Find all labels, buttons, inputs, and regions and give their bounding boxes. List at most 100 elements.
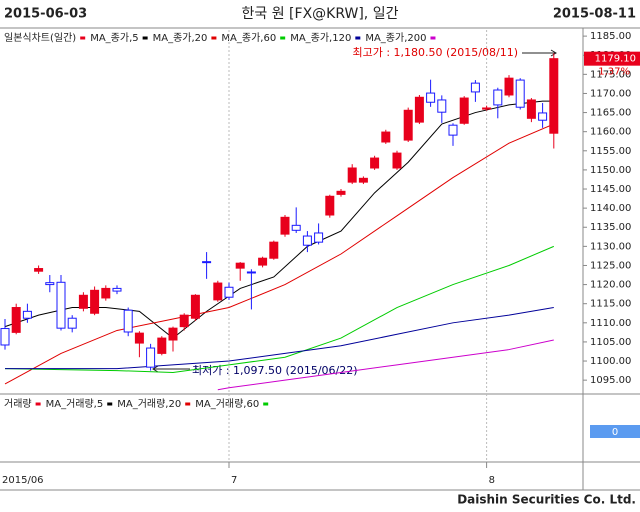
y-tick-label: 1140.00 — [590, 203, 631, 214]
y-tick-label: 1095.00 — [590, 375, 631, 386]
candle-body — [45, 282, 55, 286]
arrowhead — [550, 49, 557, 57]
candle-body — [157, 337, 167, 354]
legend-label: MA_거래량,5 — [46, 398, 104, 410]
y-tick-label: 1100.00 — [590, 356, 631, 367]
y-tick-label: 1145.00 — [590, 184, 631, 195]
legend-label: 일본식차트(일간) — [4, 32, 76, 44]
x-tick-label: 2015/06 — [2, 475, 44, 486]
y-tick-label: 1155.00 — [590, 146, 631, 157]
candle-body — [358, 177, 368, 183]
ma-line — [217, 339, 554, 391]
candle-body — [482, 107, 492, 110]
ma-line — [4, 100, 554, 339]
candle-body — [190, 294, 200, 319]
candle-body — [202, 261, 212, 264]
candle-body — [448, 124, 458, 136]
volume-tick-box — [590, 425, 640, 438]
candle-body — [538, 112, 548, 121]
candle-body — [325, 195, 335, 216]
y-tick-label: 1110.00 — [590, 318, 631, 329]
candle-body — [515, 79, 525, 108]
y-tick-label: 1115.00 — [590, 299, 631, 310]
candle-body — [426, 92, 436, 103]
legend-label: MA_종가,120 — [290, 32, 351, 44]
candle-body — [90, 289, 100, 314]
candle-body — [67, 317, 77, 329]
legend-marker — [107, 402, 113, 406]
end-date: 2015-08-11 — [553, 7, 636, 22]
legend-marker — [35, 402, 41, 406]
candle-body — [493, 89, 503, 106]
y-tick-label: 1175.00 — [590, 69, 631, 80]
legend-label: MA_종가,5 — [90, 32, 138, 44]
y-tick-label: 1125.00 — [590, 260, 631, 271]
legend: 일본식차트(일간) MA_종가,5 MA_종가,20 MA_종가,60 MA_종가,12… — [4, 32, 436, 44]
candle-body — [235, 262, 245, 269]
y-tick-label: 1165.00 — [590, 108, 631, 119]
legend-label: MA_종가,60 — [221, 32, 276, 44]
candle-body — [146, 347, 156, 368]
candle-body — [459, 97, 469, 124]
legend-label: MA_거래량,60 — [195, 398, 259, 410]
candle-body — [112, 287, 122, 292]
footer: Daishin Securities Co. Ltd. — [457, 493, 636, 507]
legend-marker — [211, 36, 217, 40]
low-annotation: 최저가 : 1,097.50 (2015/06/22) — [192, 364, 358, 377]
y-tick-label: 1150.00 — [590, 165, 631, 176]
legend-label: MA_종가,200 — [365, 32, 426, 44]
legend-marker — [280, 36, 286, 40]
price-tag: 1179.10 — [595, 54, 636, 65]
candle-body — [381, 131, 391, 143]
chart-title: 한국 원 [FX@KRW], 일간 — [242, 6, 399, 22]
candle-body — [78, 294, 88, 309]
ma-line — [4, 123, 554, 385]
candle-body — [11, 307, 21, 333]
candle-body — [504, 77, 514, 96]
legend-marker — [185, 402, 191, 406]
ma-line — [4, 245, 554, 374]
volume-legend: 거래량 MA_거래량,5 MA_거래량,20 MA_거래량,60 — [4, 398, 269, 410]
candle-body — [246, 271, 256, 274]
change-label: 1.37% — [598, 67, 630, 78]
candle-body — [213, 282, 223, 301]
candle-body — [437, 99, 447, 113]
price-tag-box — [584, 51, 640, 66]
high-annotation: 최고가 : 1,180.50 (2015/08/11) — [352, 46, 518, 59]
candle-body — [314, 232, 324, 243]
candle-body — [302, 235, 312, 246]
candle-body — [347, 167, 357, 183]
candle-body — [134, 332, 144, 344]
legend-marker — [263, 402, 269, 406]
y-tick-label: 1105.00 — [590, 337, 631, 348]
y-tick-label: 1135.00 — [590, 222, 631, 233]
candle-body — [0, 328, 10, 346]
candle-body — [269, 241, 279, 259]
candle-body — [470, 82, 480, 93]
volume-tick-label: 0 — [612, 427, 618, 438]
candle-body — [101, 287, 111, 299]
candle-body — [336, 190, 346, 195]
legend-marker — [430, 36, 436, 40]
candle-body — [123, 309, 133, 333]
legend-label: MA_종가,20 — [153, 32, 208, 44]
legend-label: MA_거래량,20 — [117, 398, 181, 410]
y-tick-label: 1120.00 — [590, 280, 631, 291]
candle-body — [56, 281, 66, 329]
y-tick-label: 1170.00 — [590, 88, 631, 99]
y-tick-label: 1185.00 — [590, 31, 631, 42]
candle-body — [291, 224, 301, 231]
candle-body — [22, 310, 32, 319]
candle-body — [392, 152, 402, 169]
arrowhead — [152, 365, 159, 373]
candle-body — [370, 157, 380, 169]
candle-body — [179, 314, 189, 328]
candle-body — [526, 99, 536, 119]
x-tick-label: 7 — [231, 475, 237, 486]
x-tick-label: 8 — [489, 475, 495, 486]
candle-body — [414, 96, 424, 123]
y-tick-label: 1160.00 — [590, 127, 631, 138]
candle-body — [280, 216, 290, 235]
